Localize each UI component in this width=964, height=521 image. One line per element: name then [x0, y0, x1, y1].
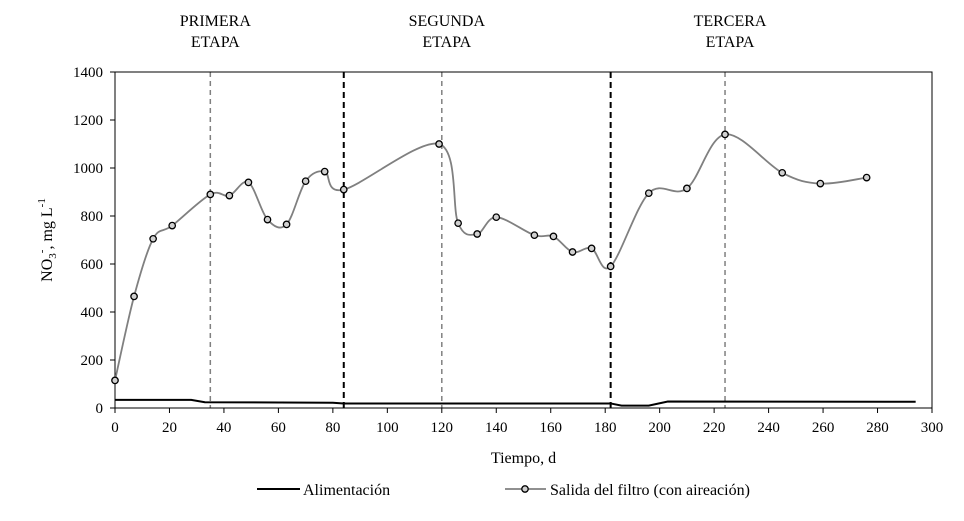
x-tick-label-260: 260 — [812, 420, 835, 436]
series-2-point-24 — [721, 130, 729, 139]
x-tick-label-20: 20 — [162, 420, 177, 436]
series-2-point-14 — [454, 219, 462, 228]
series-2-point-22 — [644, 189, 653, 198]
series-2-point-13 — [435, 140, 443, 148]
y-tick-label-1000: 1000 — [73, 161, 103, 177]
series-2-point-21 — [606, 262, 615, 271]
plot-area — [114, 71, 933, 409]
legend-label-alimentacion: Alimentación — [303, 482, 390, 499]
stage-label-2-line1: SEGUNDA — [409, 13, 486, 30]
x-tick-label-80: 80 — [325, 420, 340, 436]
series-line-2 — [114, 133, 867, 381]
x-tick-label-120: 120 — [431, 420, 454, 436]
y-axis-title-part-4: , mg L — [39, 207, 56, 249]
x-tick-label-0: 0 — [111, 420, 119, 436]
axis-ticks: 0 20 40 60 80 100 120 140 160 180 200 220 240 260 280 3… — [73, 65, 943, 436]
series-2-point-25 — [778, 168, 787, 177]
y-tick-label-400: 400 — [81, 305, 104, 321]
series-2-point-19 — [568, 248, 577, 256]
x-tick-label-300: 300 — [921, 420, 944, 436]
series-line-1 — [115, 398, 916, 407]
y-axis-title-part-2: 3 — [47, 253, 59, 259]
series-2-point-9 — [282, 220, 291, 229]
x-tick-label-100: 100 — [376, 420, 399, 436]
y-tick-label-600: 600 — [81, 257, 104, 273]
y-tick-label-200: 200 — [81, 353, 104, 369]
series-2-point-17 — [530, 231, 539, 240]
stage-label-3-line1: TERCERA — [694, 13, 767, 30]
x-tick-label-280: 280 — [866, 420, 889, 436]
stage-label-2-line2: ETAPA — [422, 34, 471, 51]
series-2-point-8 — [263, 215, 272, 224]
series-2-point-7 — [244, 178, 253, 187]
legend-marker-salida — [521, 485, 529, 493]
x-tick-label-160: 160 — [539, 420, 562, 436]
legend: Alimentación Salida del filtro (con airea… — [257, 482, 750, 499]
y-tick-label-800: 800 — [81, 209, 104, 225]
series-2-point-23 — [683, 184, 691, 193]
x-tick-label-180: 180 — [594, 420, 617, 436]
x-tick-label-140: 140 — [485, 420, 508, 436]
series-2-point-3 — [149, 234, 157, 243]
series-2-point-16 — [492, 213, 501, 222]
series-2-point-2 — [130, 292, 138, 301]
y-tick-label-1400: 1400 — [73, 65, 103, 81]
y-axis-title-part-3: - — [36, 249, 48, 253]
series-2-point-11 — [320, 167, 329, 176]
x-tick-label-220: 220 — [703, 420, 726, 436]
series-2-point-15 — [473, 230, 482, 238]
series-2-point-26 — [816, 179, 825, 188]
data-series — [111, 130, 916, 407]
y-axis-title-part-5: -1 — [36, 198, 48, 207]
legend-label-salida: Salida del filtro (con aireación) — [550, 482, 750, 499]
y-axis-title: NO3-, mg L-1 — [36, 198, 59, 282]
y-tick-label-0: 0 — [96, 401, 104, 417]
y-tick-label-1200: 1200 — [73, 113, 103, 129]
stage-label-1-line1: PRIMERA — [180, 13, 252, 30]
stage-divider-lines — [209, 72, 726, 408]
stage-label-3-line2: ETAPA — [706, 34, 755, 51]
series-2-point-12 — [339, 185, 348, 194]
y-axis-title-part-1: NO — [39, 259, 56, 282]
x-tick-label-240: 240 — [757, 420, 780, 436]
stage-labels: PRIMERA ETAPA SEGUNDA ETAPA TERCERA ETAPA — [180, 13, 767, 51]
x-axis-title: Tiempo, d — [491, 450, 556, 467]
series-2-point-4 — [168, 221, 177, 230]
series-2-point-5 — [206, 190, 215, 199]
x-tick-label-200: 200 — [648, 420, 671, 436]
x-tick-label-60: 60 — [271, 420, 286, 436]
series-2-point-10 — [301, 177, 310, 186]
series-2-point-18 — [549, 232, 558, 241]
series-2-point-27 — [862, 173, 871, 182]
series-2-point-6 — [225, 191, 234, 200]
series-2-point-20 — [587, 244, 596, 253]
stage-label-1-line2: ETAPA — [191, 34, 240, 51]
x-tick-label-40: 40 — [216, 420, 231, 436]
series-2-point-1 — [111, 376, 119, 385]
